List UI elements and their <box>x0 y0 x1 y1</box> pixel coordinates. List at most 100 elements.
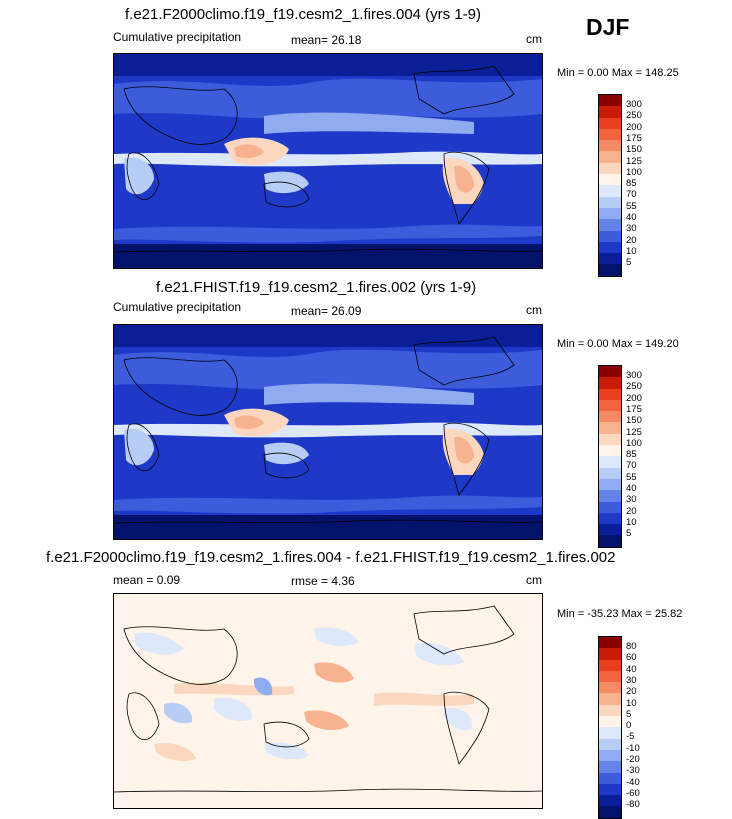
panel2-colorbar-tick: 175 <box>626 403 642 415</box>
panel2-map <box>113 324 543 540</box>
panel3-rmse-label: rmse = 4.36 <box>291 574 355 588</box>
panel3-colorbar-swatch <box>599 637 621 649</box>
panel3-mean-label: mean = 0.09 <box>113 573 181 587</box>
panel1-colorbar <box>598 94 622 277</box>
panel3-colorbar-tick: 30 <box>626 674 637 686</box>
panel1-colorbar-tick: 100 <box>626 166 642 178</box>
panel2-colorbar-tick: 200 <box>626 392 642 404</box>
panel1-colorbar-swatch <box>599 140 621 152</box>
panel2-colorbar-swatch <box>599 478 621 491</box>
panel3-colorbar-tick: -40 <box>626 776 640 788</box>
panel3-colorbar-tick: -20 <box>626 754 640 765</box>
panel1-colorbar-swatch <box>599 241 621 254</box>
panel3-colorbar <box>598 636 622 819</box>
panel3-colorbar-tick: 20 <box>626 686 637 698</box>
panel1-map <box>113 53 543 269</box>
panel2-colorbar-tick: 150 <box>626 415 642 427</box>
panel2-colorbar-swatch <box>599 467 621 479</box>
panel2-colorbar-swatch <box>599 388 621 400</box>
panel2-colorbar-swatch <box>599 399 621 412</box>
panel3-colorbar-tick: -60 <box>626 787 640 799</box>
panel3-colorbar-tick: -10 <box>626 742 640 754</box>
panel2-precip-field <box>114 325 542 539</box>
panel1-colorbar-tick: 5 <box>626 257 632 269</box>
panel1-colorbar-tick: 10 <box>626 245 637 257</box>
panel1-colorbar-tick: 200 <box>626 121 642 133</box>
panel3-colorbar-swatch <box>599 693 621 705</box>
panel2-colorbar-tick: 100 <box>626 437 642 449</box>
panel1-colorbar-swatch <box>599 128 621 141</box>
panel1-colorbar-swatch <box>599 117 621 129</box>
panel2-colorbar-tick: 125 <box>626 426 642 438</box>
panel2-minmax-label: Min = 0.00 Max = 149.20 <box>557 338 679 350</box>
panel3-colorbar-swatch <box>599 738 621 750</box>
panel2-colorbar-swatch <box>599 524 621 536</box>
panel1-colorbar-tick: 150 <box>626 144 642 156</box>
panel1-colorbar-tick: 55 <box>626 200 637 212</box>
panel1-colorbar-tick: 175 <box>626 132 642 144</box>
panel3-colorbar-tick: 10 <box>626 697 637 709</box>
panel1-colorbar-swatch <box>599 95 621 107</box>
panel2-colorbar-tick: 20 <box>626 505 637 517</box>
panel3-colorbar-swatch <box>599 716 621 728</box>
panel2-colorbar-tick: 30 <box>626 494 637 506</box>
panel1-colorbar-swatch <box>599 230 621 242</box>
panel2-colorbar-swatch <box>599 490 621 502</box>
season-label: DJF <box>586 14 630 40</box>
panel1-units-label: cm <box>526 32 542 46</box>
panel2-units-label: cm <box>526 303 542 317</box>
panel2-colorbar-tick: 250 <box>626 381 642 393</box>
panel3-colorbar-tick: 40 <box>626 663 637 675</box>
panel3-units-label: cm <box>526 573 542 587</box>
panel1-variable-label: Cumulative precipitation <box>113 30 242 44</box>
panel2-colorbar-swatch <box>599 512 621 525</box>
panel2-colorbar-swatch <box>599 433 621 446</box>
panel3-colorbar-tick: 5 <box>626 708 632 720</box>
panel3-minmax-label: Min = -35.23 Max = 25.82 <box>557 608 683 620</box>
panel1-colorbar-swatch <box>599 196 621 208</box>
panel3-colorbar-swatch <box>599 670 621 683</box>
panel1-colorbar-swatch <box>599 219 621 231</box>
panel2-colorbar-swatch <box>599 411 621 423</box>
panel1-colorbar-tick: 30 <box>626 223 637 235</box>
panel3-difference-field <box>114 594 542 808</box>
panel3-colorbar-swatch <box>599 783 621 796</box>
panel2-colorbar-tick: 55 <box>626 471 637 483</box>
panel3-colorbar-swatch <box>599 749 621 762</box>
panel3-colorbar-swatch <box>599 761 621 773</box>
panel2-colorbar-swatch <box>599 501 621 513</box>
panel3-colorbar-tick: -5 <box>626 731 635 743</box>
panel1-colorbar-swatch <box>599 207 621 220</box>
panel1-colorbar-swatch <box>599 264 621 276</box>
panel1-colorbar-swatch <box>599 174 621 186</box>
panel2-colorbar-swatch <box>599 366 621 378</box>
panel2-colorbar-swatch <box>599 422 621 434</box>
panel2-mean-label: mean= 26.09 <box>291 304 362 318</box>
panel3-colorbar-swatch <box>599 648 621 660</box>
panel3-colorbar-tick: -30 <box>626 765 640 777</box>
panel3-colorbar-swatch <box>599 806 621 818</box>
panel2-colorbar-tick: 40 <box>626 483 637 494</box>
panel1-colorbar-swatch <box>599 253 621 265</box>
panel3-colorbar-swatch <box>599 659 621 671</box>
panel3-colorbar-tick: 60 <box>626 652 637 664</box>
panel2-colorbar <box>598 365 622 548</box>
panel1-colorbar-swatch <box>599 106 621 118</box>
panel3-map <box>113 593 543 809</box>
panel2-colorbar-tick: 300 <box>626 370 642 381</box>
panel1-colorbar-swatch <box>599 162 621 175</box>
panel2-colorbar-tick: 10 <box>626 516 637 528</box>
panel3-colorbar-tick: 80 <box>626 641 637 652</box>
panel1-precip-field <box>114 54 542 268</box>
panel3-colorbar-tick: 0 <box>626 720 632 732</box>
panel1-colorbar-tick: 300 <box>626 99 642 110</box>
panel1-mean-label: mean= 26.18 <box>291 33 362 47</box>
panel2-colorbar-swatch <box>599 535 621 547</box>
panel1-colorbar-tick: 85 <box>626 178 637 190</box>
panel3-colorbar-swatch <box>599 704 621 717</box>
panel2-colorbar-swatch <box>599 456 621 468</box>
panel3-colorbar-swatch <box>599 727 621 739</box>
panel1-colorbar-tick: 125 <box>626 155 642 167</box>
panel2-colorbar-swatch <box>599 377 621 389</box>
panel2-colorbar-tick: 5 <box>626 528 632 540</box>
